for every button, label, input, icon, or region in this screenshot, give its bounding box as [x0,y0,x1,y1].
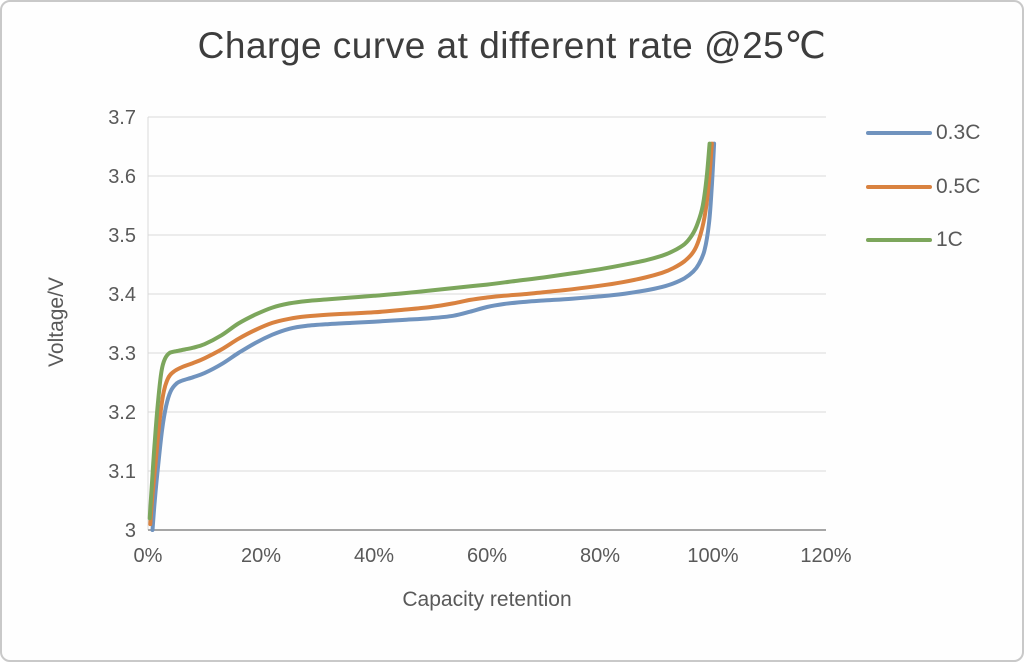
x-tick-label: 20% [241,545,281,567]
legend-label: 1C [936,228,963,251]
legend-label: 0.5C [936,175,981,198]
y-tick-label: 3.7 [108,107,136,129]
legend-item-1C: 1C [866,228,963,251]
x-axis-title: Capacity retention [402,588,572,611]
x-tick-label: 40% [354,545,394,567]
y-tick-label: 3 [125,520,136,542]
y-tick-label: 3.6 [108,166,136,188]
x-tick-label: 120% [800,545,851,567]
legend-line-swatch [866,131,932,135]
legend-item-0.5C: 0.5C [866,175,981,198]
x-tick-label: 60% [467,545,507,567]
legend-line-swatch [866,238,932,242]
x-tick-label: 100% [687,545,738,567]
legend-line-swatch [866,185,932,189]
y-axis-title: Voltage/V [45,277,68,367]
y-tick-label: 3.2 [108,402,136,424]
chart-title: Charge curve at different rate @25℃ [197,25,827,66]
series-line-0.3C [150,141,717,532]
y-tick-label: 3.5 [108,225,136,247]
x-tick-label: 80% [580,545,620,567]
y-tick-label: 3.3 [108,343,136,365]
series-line-0.5C [148,141,714,527]
series-line-1C [147,141,712,521]
legend: 0.3C 0.5C 1C [866,0,1016,300]
x-tick-label: 0% [134,545,163,567]
legend-item-0.3C: 0.3C [866,121,981,144]
legend-label: 0.3C [936,121,981,144]
y-tick-label: 3.1 [108,461,136,483]
y-tick-label: 3.4 [108,284,136,306]
